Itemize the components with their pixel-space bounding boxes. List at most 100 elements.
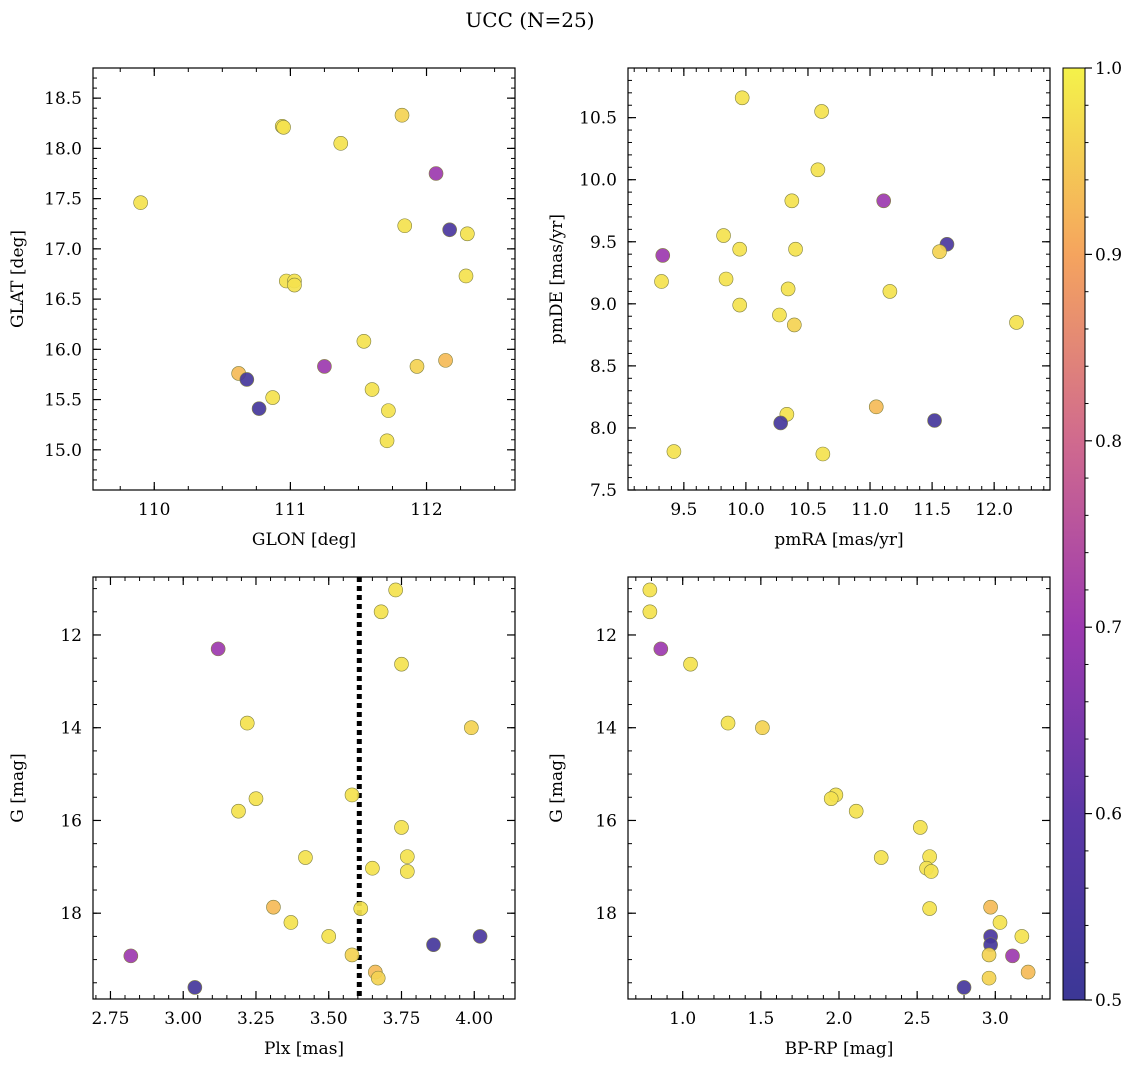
data-point bbox=[683, 656, 698, 672]
data-point bbox=[755, 720, 770, 736]
data-point bbox=[400, 864, 415, 879]
data-point bbox=[365, 860, 380, 876]
data-point bbox=[344, 947, 360, 963]
y-tick-label: 16 bbox=[60, 811, 82, 831]
y-tick-label: 16.5 bbox=[44, 290, 82, 310]
y-tick-label: 9.5 bbox=[590, 233, 617, 253]
x-tick-label: 1.5 bbox=[747, 1009, 774, 1029]
y-tick-label: 18 bbox=[595, 904, 617, 924]
data-point bbox=[344, 787, 360, 803]
colorbar-tick-label: 0.6 bbox=[1095, 805, 1122, 825]
x-tick-label: 11.5 bbox=[913, 500, 951, 520]
data-point bbox=[370, 970, 386, 986]
x-tick-label: 10.5 bbox=[789, 500, 827, 520]
data-point bbox=[317, 359, 332, 374]
x-tick-label: 110 bbox=[138, 500, 170, 520]
data-point bbox=[655, 248, 671, 263]
data-point bbox=[438, 353, 453, 368]
x-tick-label: 2.5 bbox=[904, 1009, 931, 1029]
y-tick-label: 14 bbox=[60, 719, 82, 739]
data-point bbox=[251, 401, 267, 416]
data-point bbox=[642, 582, 658, 598]
data-point bbox=[210, 641, 226, 657]
y-tick-label: 18 bbox=[60, 904, 82, 924]
y-tick-label: 10.5 bbox=[579, 109, 617, 129]
data-point bbox=[394, 656, 409, 672]
y-tick-label: 15.0 bbox=[44, 441, 82, 461]
colorbar-gradient bbox=[1062, 67, 1086, 1001]
y-tick-label: 17.5 bbox=[44, 190, 82, 210]
points bbox=[642, 582, 1036, 995]
data-point bbox=[187, 980, 203, 995]
data-point bbox=[923, 864, 939, 879]
data-point bbox=[388, 582, 403, 598]
data-point bbox=[1014, 929, 1030, 944]
colorbar-tick-label: 0.5 bbox=[1095, 991, 1122, 1011]
data-point bbox=[922, 901, 937, 916]
y-tick-label: 18.0 bbox=[44, 139, 82, 159]
data-point bbox=[780, 281, 796, 297]
plot-frame bbox=[92, 576, 516, 1000]
x-tick-label: 9.5 bbox=[670, 500, 697, 520]
y-axis-label: G [mag] bbox=[547, 753, 567, 822]
x-tick-label: 1.0 bbox=[669, 1009, 696, 1029]
data-point bbox=[276, 119, 291, 135]
data-point bbox=[472, 929, 488, 944]
data-point bbox=[364, 382, 380, 397]
x-axis-label: Plx [mas] bbox=[264, 1039, 344, 1059]
data-point bbox=[265, 390, 280, 405]
data-point bbox=[810, 162, 826, 178]
figure-title: UCC (N=25) bbox=[465, 8, 594, 32]
data-point bbox=[426, 937, 441, 953]
x-tick-label: 3.25 bbox=[237, 1009, 275, 1029]
data-point bbox=[409, 359, 425, 374]
data-point bbox=[981, 970, 997, 986]
data-point bbox=[428, 166, 444, 181]
y-axis-label: pmDE [mas/yr] bbox=[547, 214, 567, 344]
data-point bbox=[231, 803, 246, 819]
data-point bbox=[373, 604, 389, 620]
data-point bbox=[123, 948, 139, 964]
x-tick-label: 2.75 bbox=[92, 1009, 130, 1029]
y-tick-label: 10.0 bbox=[579, 171, 617, 191]
colorbar-tick-label: 0.7 bbox=[1095, 618, 1122, 638]
x-tick-label: 4.00 bbox=[455, 1009, 493, 1029]
x-tick-label: 111 bbox=[274, 500, 306, 520]
data-point bbox=[239, 715, 255, 731]
points bbox=[133, 107, 475, 449]
x-axis-label: BP-RP [mag] bbox=[785, 1039, 894, 1059]
data-point bbox=[283, 915, 299, 930]
x-tick-label: 112 bbox=[410, 500, 442, 520]
plot-frame bbox=[627, 67, 1051, 491]
data-point bbox=[773, 415, 788, 431]
y-tick-label: 8.5 bbox=[590, 357, 617, 377]
data-point bbox=[720, 715, 736, 731]
y-tick-label: 12 bbox=[60, 626, 82, 646]
data-point bbox=[882, 284, 898, 299]
data-point bbox=[397, 218, 413, 234]
x-tick-label: 3.75 bbox=[383, 1009, 421, 1029]
data-point bbox=[654, 274, 669, 289]
y-tick-label: 8.0 bbox=[590, 419, 617, 439]
y-tick-label: 18.5 bbox=[44, 89, 82, 109]
data-point bbox=[381, 403, 396, 418]
points bbox=[123, 582, 488, 995]
data-point bbox=[992, 915, 1008, 930]
x-tick-label: 3.00 bbox=[164, 1009, 202, 1029]
data-point bbox=[321, 929, 337, 944]
data-point bbox=[379, 433, 395, 449]
data-point bbox=[932, 244, 947, 259]
panel-4: 1.0 1.5 2.0 2.5 3.0 12 14 16 18 BP-RP [mag] G [mag… bbox=[547, 576, 1051, 1059]
data-point bbox=[732, 297, 748, 313]
data-point bbox=[666, 444, 682, 459]
plot-frame bbox=[92, 67, 516, 491]
data-point bbox=[394, 107, 410, 123]
x-axis-label: pmRA [mas/yr] bbox=[774, 530, 903, 550]
y-tick-label: 12 bbox=[595, 626, 617, 646]
data-point bbox=[787, 317, 802, 333]
data-point bbox=[298, 850, 313, 865]
data-point bbox=[784, 193, 800, 209]
data-point bbox=[333, 136, 349, 151]
x-tick-label: 3.0 bbox=[982, 1009, 1009, 1029]
data-point bbox=[927, 413, 942, 428]
